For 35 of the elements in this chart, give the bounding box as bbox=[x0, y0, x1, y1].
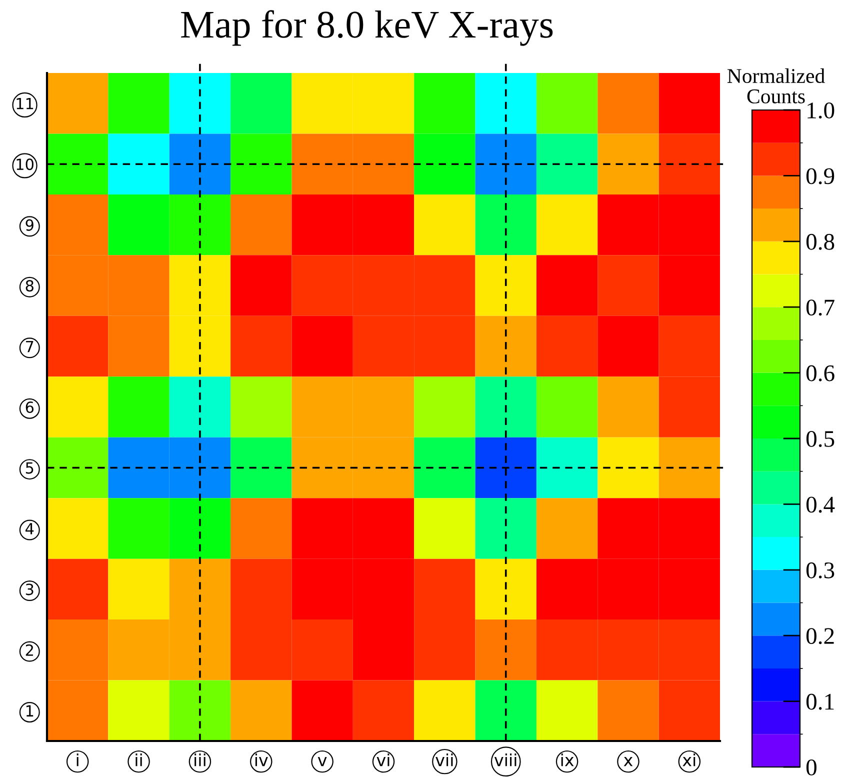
x-tick-label: xi bbox=[682, 754, 696, 766]
color-bar-label: 1.0 bbox=[808, 102, 834, 119]
y-tick-label: 11 bbox=[16, 98, 34, 110]
chart-title: Map for 8.0 keV X-rays bbox=[181, 10, 553, 46]
x-tick-label: ii bbox=[136, 754, 142, 766]
y-tick-label: 9 bbox=[26, 219, 34, 231]
color-bar-title: Normalized Counts bbox=[727, 68, 825, 104]
color-bar-label: 0.9 bbox=[806, 168, 834, 184]
x-tick-label: viii bbox=[494, 754, 516, 766]
y-tick-label: 6 bbox=[26, 401, 34, 414]
x-tick-label: iii bbox=[194, 754, 206, 766]
color-bar-label: 0.8 bbox=[806, 234, 834, 250]
x-tick-label: iv bbox=[255, 754, 268, 766]
y-tick-label: 2 bbox=[26, 644, 33, 656]
y-tick-label: 10 bbox=[16, 158, 34, 170]
color-bar-label: 0.2 bbox=[806, 628, 834, 644]
color-bar-label: 0.6 bbox=[806, 365, 834, 382]
y-tick-label: 8 bbox=[26, 280, 34, 292]
y-tick-label: 5 bbox=[26, 462, 34, 474]
color-bar-label: 0 bbox=[806, 759, 816, 776]
color-bar-label: 0.1 bbox=[806, 694, 834, 710]
color-bar-label: 0.7 bbox=[806, 300, 834, 316]
x-tick-label: i bbox=[76, 754, 78, 766]
color-bar-label: 0.3 bbox=[806, 562, 834, 578]
x-tick-label: x bbox=[624, 757, 633, 766]
y-tick-label: 7 bbox=[26, 340, 34, 352]
y-tick-label: 1 bbox=[26, 705, 34, 716]
x-tick-label: v bbox=[318, 757, 327, 766]
x-tick-label: vii bbox=[436, 754, 453, 766]
color-bar-label: 0.4 bbox=[806, 496, 835, 513]
y-tick-label: 4 bbox=[26, 523, 34, 534]
y-tick-label: 3 bbox=[26, 584, 34, 596]
color-bar-label: 0.5 bbox=[806, 430, 834, 448]
x-tick-label: ix bbox=[561, 754, 574, 766]
x-tick-label: vi bbox=[376, 754, 390, 766]
